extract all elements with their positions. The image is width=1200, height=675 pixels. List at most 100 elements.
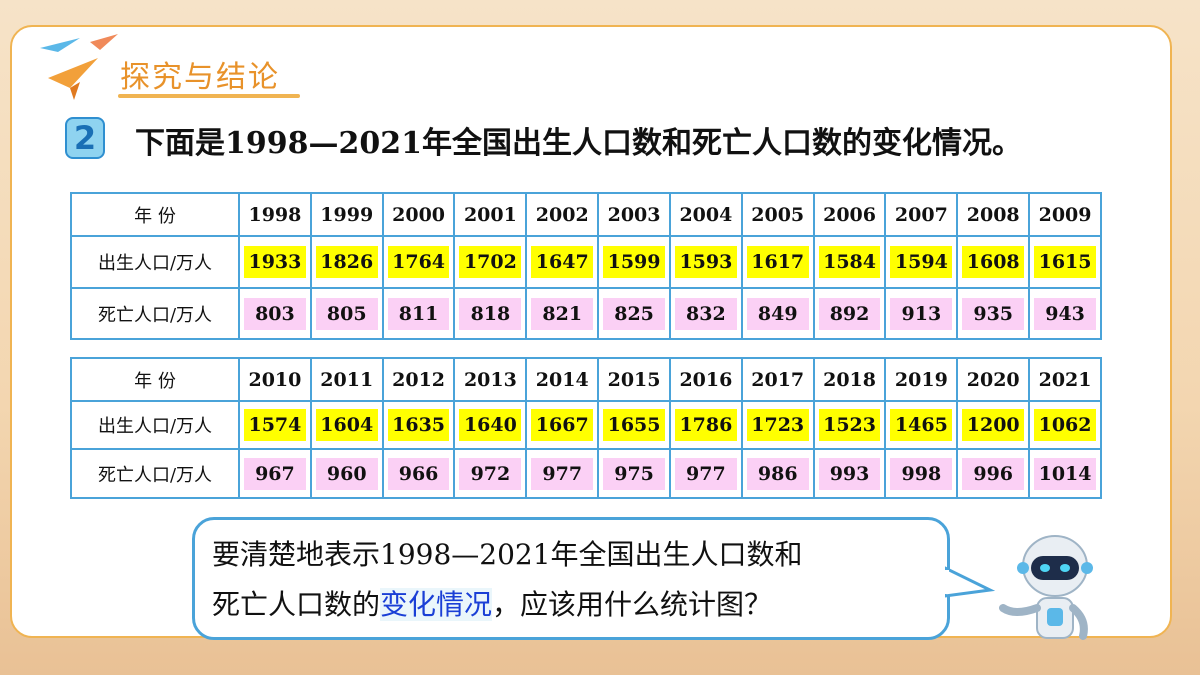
year: 2000 [392, 203, 446, 226]
year: 2016 [679, 368, 733, 391]
cell-value: 1615 [1034, 246, 1096, 278]
year: 2017 [751, 368, 805, 391]
cell-value: 1617 [746, 246, 809, 278]
cell-value: 977 [531, 457, 594, 490]
cell-value: 805 [315, 297, 378, 330]
cell-value: 1604 [315, 409, 378, 441]
table-cell: 2007 [884, 192, 959, 237]
cell-value: 967 [244, 457, 306, 490]
cell-value: 1593 [674, 246, 737, 278]
table-cell: 1200 [956, 400, 1031, 450]
table-cell: 967 [238, 448, 312, 499]
year: 2014 [535, 368, 589, 391]
table-cell: 1014 [1028, 448, 1102, 499]
table-cell: 2016 [668, 357, 743, 402]
year: 2011 [320, 368, 374, 391]
table-cell: 1999 [309, 192, 384, 237]
table-cell: 2014 [525, 357, 600, 402]
table-cell: 1574 [238, 400, 312, 450]
table-cell: 2019 [884, 357, 959, 402]
table-cell: 出生人口/万人 [70, 400, 240, 450]
table-cell: 2011 [309, 357, 384, 402]
bubble-tail [945, 566, 995, 598]
cell-value: 1594 [890, 246, 953, 278]
table-cell: 2012 [381, 357, 456, 402]
table-cell: 1786 [668, 400, 743, 450]
table-cell: 825 [597, 287, 671, 340]
table-cell: 805 [309, 287, 384, 340]
table-cell: 943 [1028, 287, 1102, 340]
table-cell: 2015 [597, 357, 671, 402]
table-cell: 1764 [381, 235, 456, 289]
problem-text: 下面是1998—2021年全国出生人口数和死亡人口数的变化情况。 [135, 126, 1022, 161]
table-cell: 998 [884, 448, 959, 499]
table-cell: 1617 [740, 235, 815, 289]
year: 2003 [607, 203, 661, 226]
year: 2009 [1038, 203, 1092, 226]
robot [999, 535, 1093, 640]
row-header: 死亡人口/万人 [97, 464, 213, 486]
cell-value: 1599 [603, 246, 665, 278]
table-cell: 1608 [956, 235, 1031, 289]
table-cell: 死亡人口/万人 [70, 448, 240, 499]
table-cell: 977 [668, 448, 743, 499]
table-cell: 913 [884, 287, 959, 340]
section-title: 探究与结论 [120, 60, 280, 95]
table-cell: 2010 [238, 357, 312, 402]
table-cell: 1599 [597, 235, 671, 289]
text-part: ，应该用什么统计图？ [492, 588, 773, 621]
cell-value: 1200 [962, 409, 1025, 441]
cell-value: 1723 [746, 409, 809, 441]
year: 2018 [823, 368, 876, 391]
table-cell: 2000 [381, 192, 456, 237]
table-cell: 1702 [453, 235, 528, 289]
text-part: 要清楚地表示1998—2021年全国出生人口数和 [212, 538, 803, 571]
year: 2001 [463, 203, 517, 226]
table-cell: 死亡人口/万人 [70, 287, 240, 340]
cell-value: 986 [746, 457, 809, 490]
table-cell: 1062 [1028, 400, 1102, 450]
table-cell: 972 [453, 448, 528, 499]
table-row: 死亡人口/万人 967 960 966 972 977 975 977 986 993 998 996… [70, 448, 1102, 499]
table-cell: 1615 [1028, 235, 1102, 289]
cell-value: 1702 [459, 246, 522, 278]
table-row: 年 份 1998 1999 2000 2001 2002 2003 2004 2005 2006 2… [70, 192, 1102, 237]
table-cell: 993 [812, 448, 887, 499]
cell-value: 1608 [962, 246, 1025, 278]
table-cell: 2006 [812, 192, 887, 237]
table-cell: 2021 [1028, 357, 1102, 402]
title-underline [118, 94, 300, 98]
table-cell: 1647 [525, 235, 600, 289]
cell-value: 832 [674, 297, 737, 330]
cell-value: 972 [459, 457, 522, 490]
year: 2019 [894, 368, 948, 391]
cell-value: 1826 [315, 246, 378, 278]
bubble-line: 要清楚地表示1998—2021年全国出生人口数和 [212, 530, 803, 580]
year: 2013 [463, 368, 517, 391]
table-cell: 849 [740, 287, 815, 340]
year: 2005 [751, 203, 805, 226]
table-cell: 年 份 [70, 357, 240, 402]
cell-value: 960 [315, 457, 378, 490]
table-cell: 1584 [812, 235, 887, 289]
cell-value: 975 [603, 457, 665, 490]
year: 2007 [894, 203, 948, 226]
table-cell: 975 [597, 448, 671, 499]
table-cell: 818 [453, 287, 528, 340]
cell-value: 1062 [1034, 409, 1096, 441]
cell-value: 821 [531, 297, 594, 330]
table-cell: 821 [525, 287, 600, 340]
table-cell: 811 [381, 287, 456, 340]
cell-value: 1635 [387, 409, 450, 441]
cell-value: 1667 [531, 409, 594, 441]
row-header: 年 份 [134, 370, 176, 392]
cell-value: 913 [890, 297, 953, 330]
table-cell: 1593 [668, 235, 743, 289]
cell-value: 803 [244, 297, 306, 330]
table-cell: 1723 [740, 400, 815, 450]
table-cell: 1465 [884, 400, 959, 450]
table-row: 出生人口/万人 1933 1826 1764 1702 1647 1599 1593 1617 1… [70, 235, 1102, 289]
cell-value: 1014 [1034, 457, 1096, 490]
table-cell: 2018 [812, 357, 887, 402]
